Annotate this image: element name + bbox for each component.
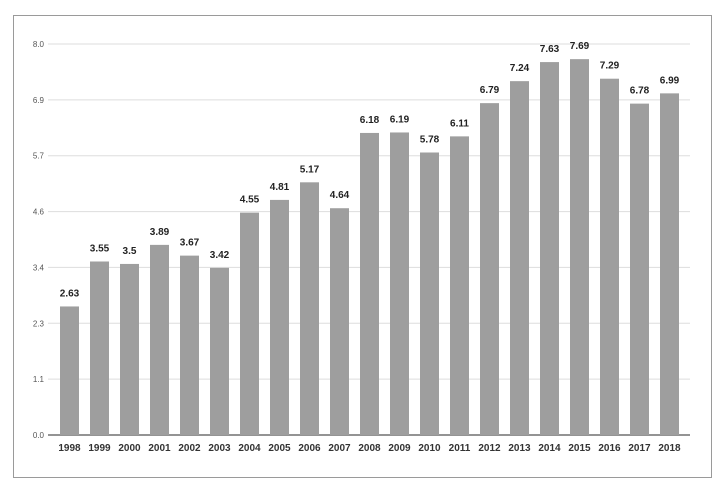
chart-frame <box>13 15 712 478</box>
x-tick-label: 2004 <box>238 443 261 454</box>
data-label: 7.63 <box>540 44 560 55</box>
x-tick-label: 2003 <box>208 443 231 454</box>
data-label: 3.42 <box>210 250 230 261</box>
bar <box>90 261 109 435</box>
y-tick-label: 5.7 <box>33 152 45 161</box>
y-tick-label: 3.4 <box>33 263 45 272</box>
bar <box>390 132 409 435</box>
y-tick-label: 1.1 <box>33 375 45 384</box>
data-label: 3.67 <box>180 238 200 249</box>
x-tick-label: 2000 <box>118 443 141 454</box>
data-label: 6.78 <box>630 86 650 97</box>
y-tick-label: 2.3 <box>33 319 45 328</box>
data-label: 7.29 <box>600 61 620 72</box>
x-tick-label: 2018 <box>658 443 681 454</box>
x-tick-label: 2001 <box>148 443 171 454</box>
data-label: 5.17 <box>300 164 320 175</box>
data-label: 3.89 <box>150 227 170 238</box>
data-label: 7.24 <box>510 63 530 74</box>
x-tick-label: 2005 <box>268 443 291 454</box>
data-label: 6.11 <box>450 118 469 129</box>
data-label: 7.69 <box>570 41 590 52</box>
x-tick-label: 2010 <box>418 443 441 454</box>
bar <box>420 152 439 435</box>
x-tick-label: 1999 <box>88 443 111 454</box>
x-tick-label: 2002 <box>178 443 201 454</box>
y-tick-label: 0.0 <box>33 431 45 440</box>
data-label: 6.18 <box>360 115 380 126</box>
data-label: 3.5 <box>123 246 137 257</box>
x-tick-label: 2013 <box>508 443 531 454</box>
y-tick-label: 4.6 <box>33 208 45 217</box>
data-label: 6.99 <box>660 75 680 86</box>
data-label: 6.79 <box>480 85 500 96</box>
data-label: 4.64 <box>330 190 350 201</box>
bar <box>120 263 139 435</box>
bar <box>180 255 199 435</box>
bar <box>600 78 619 436</box>
data-label: 5.78 <box>420 135 440 146</box>
bar <box>270 199 289 435</box>
bar <box>630 103 649 435</box>
data-label: 4.81 <box>270 182 290 193</box>
bar <box>450 136 469 435</box>
bar <box>210 267 229 435</box>
bar <box>660 93 679 436</box>
x-tick-label: 2011 <box>449 443 471 454</box>
bar <box>330 208 349 435</box>
x-tick-label: 2014 <box>538 443 561 454</box>
bar <box>240 212 259 435</box>
x-tick-label: 2009 <box>388 443 411 454</box>
bar <box>60 306 79 435</box>
data-label: 6.19 <box>390 114 410 125</box>
x-tick-label: 2015 <box>568 443 591 454</box>
data-label: 4.55 <box>240 195 260 206</box>
x-tick-label: 2016 <box>598 443 621 454</box>
y-tick-label: 6.9 <box>33 96 45 105</box>
bar <box>540 62 559 436</box>
bar <box>570 59 589 436</box>
x-tick-label: 2007 <box>328 443 351 454</box>
x-tick-label: 2017 <box>628 443 651 454</box>
x-tick-label: 2008 <box>358 443 381 454</box>
bar <box>480 103 499 436</box>
x-tick-label: 1998 <box>58 443 81 454</box>
y-tick-label: 8.0 <box>33 40 45 49</box>
x-tick-label: 2006 <box>298 443 321 454</box>
bar <box>510 81 529 436</box>
data-label: 2.63 <box>60 288 80 299</box>
bar <box>150 244 169 435</box>
bar <box>300 182 319 435</box>
x-tick-label: 2012 <box>478 443 501 454</box>
bar <box>360 132 379 435</box>
data-label: 3.55 <box>90 243 110 254</box>
